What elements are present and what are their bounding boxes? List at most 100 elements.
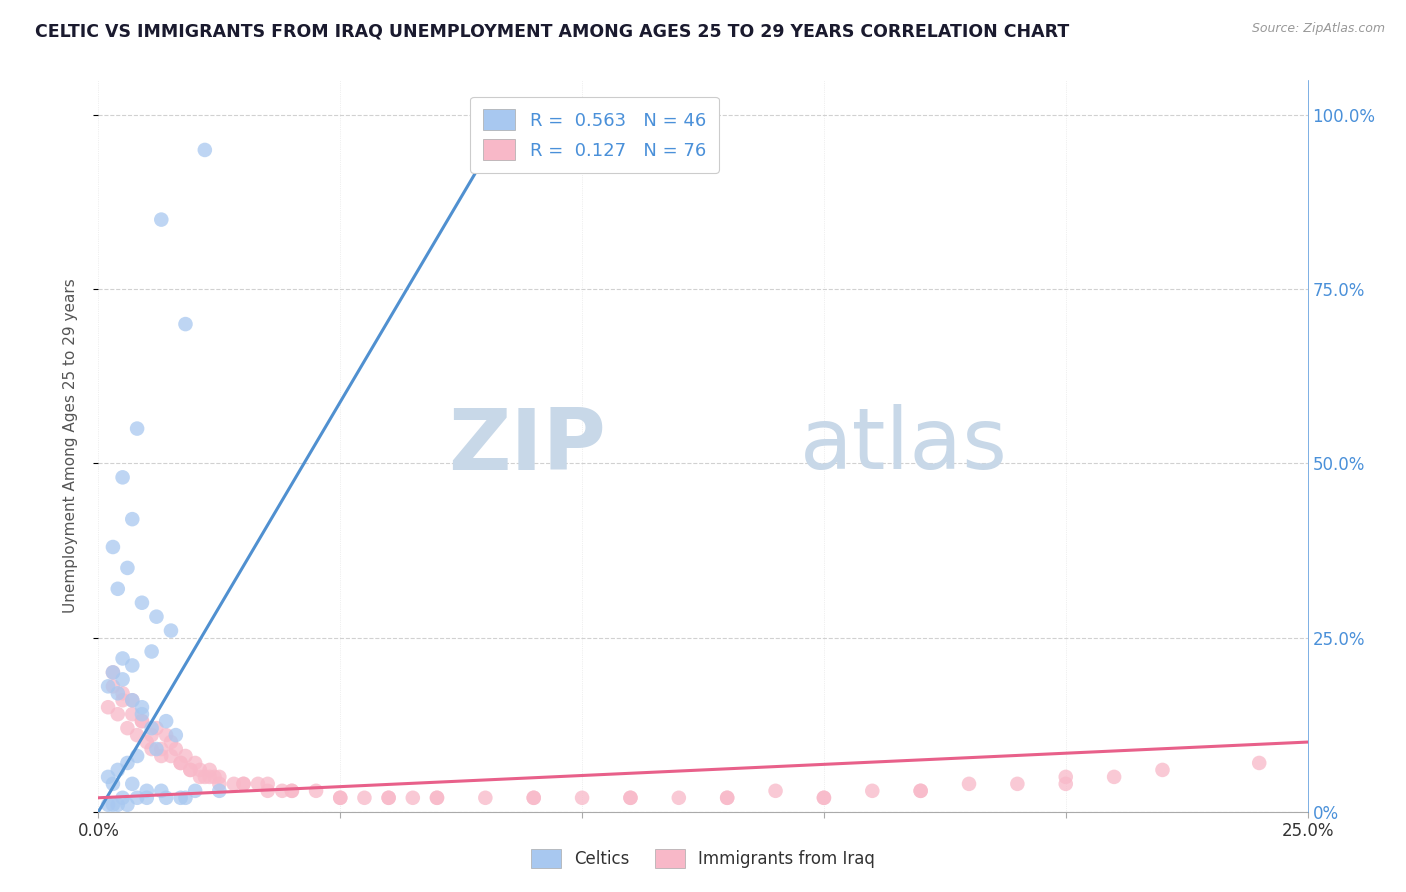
Point bbox=[150, 749, 173, 764]
Point bbox=[281, 784, 304, 798]
Point bbox=[1249, 756, 1271, 770]
Text: CELTIC VS IMMIGRANTS FROM IRAQ UNEMPLOYMENT AMONG AGES 25 TO 29 YEARS CORRELATIO: CELTIC VS IMMIGRANTS FROM IRAQ UNEMPLOYM… bbox=[35, 22, 1070, 40]
Point bbox=[141, 721, 163, 735]
Point bbox=[155, 714, 177, 728]
Point bbox=[141, 728, 163, 742]
Point bbox=[160, 624, 183, 638]
Point bbox=[97, 700, 120, 714]
Point bbox=[353, 790, 375, 805]
Point bbox=[127, 749, 149, 764]
Point bbox=[121, 707, 143, 722]
Point bbox=[765, 784, 787, 798]
Point bbox=[150, 742, 173, 756]
Point bbox=[474, 790, 496, 805]
Point bbox=[160, 749, 183, 764]
Point bbox=[131, 714, 153, 728]
Point bbox=[1054, 770, 1077, 784]
Point bbox=[174, 790, 197, 805]
Point bbox=[305, 784, 328, 798]
Point bbox=[169, 790, 191, 805]
Point bbox=[813, 790, 835, 805]
Point bbox=[910, 784, 932, 798]
Point bbox=[813, 790, 835, 805]
Point bbox=[198, 763, 221, 777]
Text: ZIP: ZIP bbox=[449, 404, 606, 488]
Point bbox=[232, 777, 254, 791]
Point bbox=[117, 561, 139, 575]
Point bbox=[165, 742, 187, 756]
Y-axis label: Unemployment Among Ages 25 to 29 years: Unemployment Among Ages 25 to 29 years bbox=[63, 278, 77, 614]
Point bbox=[716, 790, 738, 805]
Point bbox=[194, 143, 217, 157]
Point bbox=[141, 644, 163, 658]
Point bbox=[668, 790, 690, 805]
Point bbox=[121, 693, 143, 707]
Point bbox=[141, 742, 163, 756]
Point bbox=[208, 784, 231, 798]
Point bbox=[256, 777, 278, 791]
Point bbox=[121, 693, 143, 707]
Point bbox=[184, 784, 207, 798]
Point bbox=[619, 790, 641, 805]
Point bbox=[910, 784, 932, 798]
Point bbox=[135, 735, 157, 749]
Point bbox=[135, 784, 157, 798]
Point bbox=[957, 777, 980, 791]
Point bbox=[208, 777, 231, 791]
Point bbox=[155, 728, 177, 742]
Point bbox=[169, 756, 191, 770]
Legend: Celtics, Immigrants from Iraq: Celtics, Immigrants from Iraq bbox=[524, 842, 882, 875]
Point bbox=[523, 790, 546, 805]
Point bbox=[155, 790, 177, 805]
Point bbox=[184, 756, 207, 770]
Point bbox=[1054, 777, 1077, 791]
Point bbox=[97, 770, 120, 784]
Point bbox=[377, 790, 399, 805]
Point bbox=[107, 707, 129, 722]
Point bbox=[107, 582, 129, 596]
Point bbox=[107, 797, 129, 812]
Point bbox=[150, 212, 173, 227]
Point bbox=[619, 790, 641, 805]
Point bbox=[198, 770, 221, 784]
Point bbox=[169, 756, 191, 770]
Point bbox=[135, 790, 157, 805]
Point bbox=[131, 700, 153, 714]
Point bbox=[204, 770, 226, 784]
Point bbox=[111, 693, 134, 707]
Point bbox=[281, 784, 304, 798]
Point bbox=[426, 790, 449, 805]
Point bbox=[127, 790, 149, 805]
Point bbox=[101, 777, 124, 791]
Point bbox=[145, 721, 167, 735]
Point bbox=[232, 777, 254, 791]
Point bbox=[329, 790, 352, 805]
Point bbox=[377, 790, 399, 805]
Point bbox=[571, 790, 593, 805]
Point bbox=[402, 790, 425, 805]
Point bbox=[1152, 763, 1174, 777]
Point bbox=[426, 790, 449, 805]
Point bbox=[145, 742, 167, 756]
Point bbox=[97, 797, 120, 812]
Text: Source: ZipAtlas.com: Source: ZipAtlas.com bbox=[1251, 22, 1385, 36]
Point bbox=[117, 797, 139, 812]
Point bbox=[111, 470, 134, 484]
Point bbox=[247, 777, 270, 791]
Legend: R =  0.563   N = 46, R =  0.127   N = 76: R = 0.563 N = 46, R = 0.127 N = 76 bbox=[470, 96, 718, 173]
Point bbox=[117, 756, 139, 770]
Point bbox=[101, 797, 124, 812]
Point bbox=[101, 679, 124, 693]
Point bbox=[523, 790, 546, 805]
Point bbox=[716, 790, 738, 805]
Point bbox=[860, 784, 883, 798]
Point bbox=[111, 686, 134, 700]
Point bbox=[179, 763, 201, 777]
Point bbox=[131, 596, 153, 610]
Point bbox=[150, 784, 173, 798]
Point bbox=[160, 735, 183, 749]
Point bbox=[165, 728, 187, 742]
Point bbox=[329, 790, 352, 805]
Point bbox=[1007, 777, 1029, 791]
Point bbox=[222, 777, 245, 791]
